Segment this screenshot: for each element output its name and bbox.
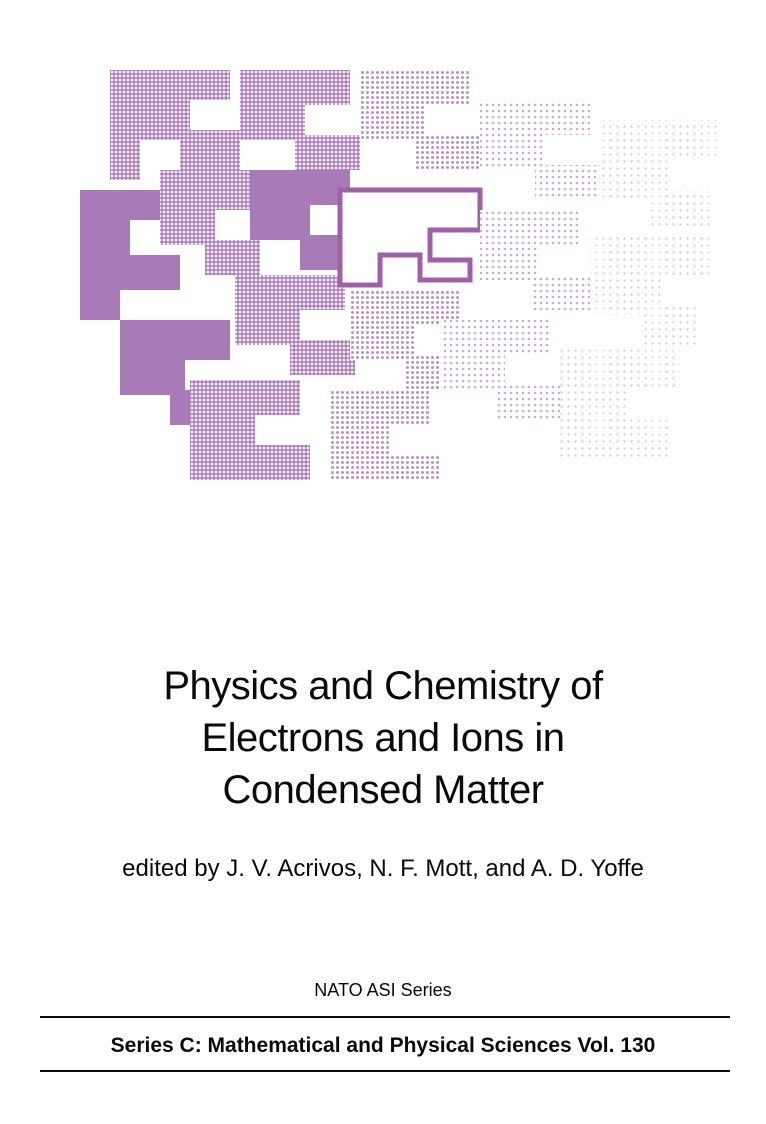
puzzle-pattern-svg [40,60,730,490]
divider-rule-bottom [40,1070,730,1072]
title-line-2: Electrons and Ions in [201,716,564,760]
series-footer: Series C: Mathematical and Physical Scie… [0,1034,766,1058]
divider-rule-top [40,1016,730,1018]
title-line-3: Condensed Matter [222,768,543,812]
cover-graphic [40,60,730,490]
book-title: Physics and Chemistry of Electrons and I… [0,660,766,816]
editors-prefix: edited by [122,855,226,882]
series-label: NATO ASI Series [0,980,766,1001]
editors-names: J. V. Acrivos, N. F. Mott, and A. D. Yof… [226,855,644,882]
editors-line: edited by J. V. Acrivos, N. F. Mott, and… [0,855,766,883]
title-line-1: Physics and Chemistry of [163,664,602,708]
